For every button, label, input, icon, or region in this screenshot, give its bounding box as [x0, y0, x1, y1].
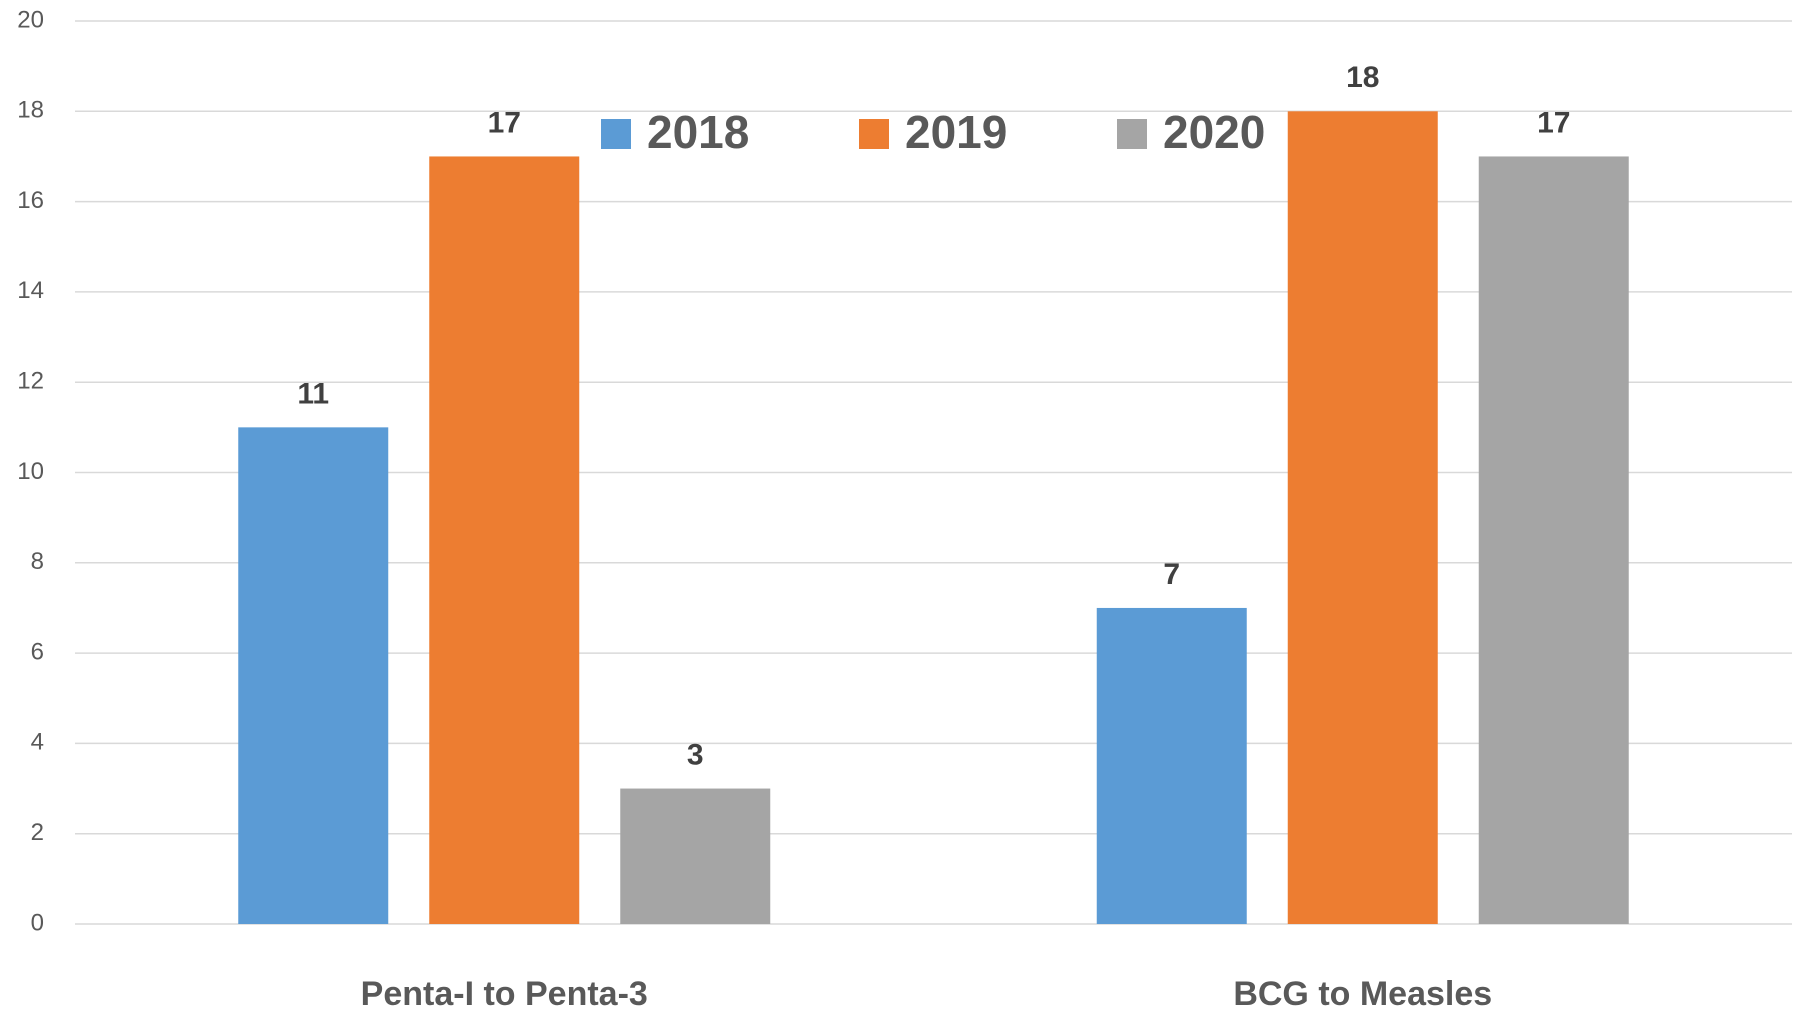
x-tick-label: Penta-I to Penta-3 — [361, 975, 648, 1013]
y-tick-label: 8 — [31, 548, 44, 575]
data-label: 17 — [488, 106, 521, 139]
data-label: 18 — [1346, 61, 1379, 94]
y-tick-label: 2 — [31, 819, 44, 846]
y-tick-label: 16 — [17, 187, 44, 214]
bar — [429, 156, 580, 924]
legend-swatch — [1117, 119, 1147, 149]
y-tick-label: 0 — [31, 909, 44, 936]
y-tick-label: 4 — [31, 729, 44, 756]
legend-swatch — [601, 119, 631, 149]
legend-label: 2020 — [1163, 106, 1265, 158]
bar — [1478, 156, 1629, 924]
bar — [620, 788, 771, 924]
y-tick-label: 18 — [17, 97, 44, 124]
y-tick-label: 14 — [17, 277, 44, 304]
bar — [1096, 607, 1247, 924]
x-tick-label: BCG to Measles — [1233, 975, 1492, 1013]
legend-swatch — [859, 119, 889, 149]
data-label: 7 — [1163, 558, 1180, 591]
bar — [238, 427, 389, 924]
y-tick-label: 6 — [31, 638, 44, 665]
data-label: 17 — [1537, 106, 1570, 139]
data-label: 11 — [297, 377, 329, 410]
data-label: 3 — [687, 738, 704, 771]
legend-label: 2018 — [647, 106, 749, 158]
bar — [1287, 111, 1438, 925]
y-tick-label: 10 — [17, 458, 44, 485]
y-tick-label: 12 — [17, 368, 44, 395]
y-tick-label: 20 — [17, 6, 44, 33]
legend-label: 2019 — [905, 106, 1007, 158]
